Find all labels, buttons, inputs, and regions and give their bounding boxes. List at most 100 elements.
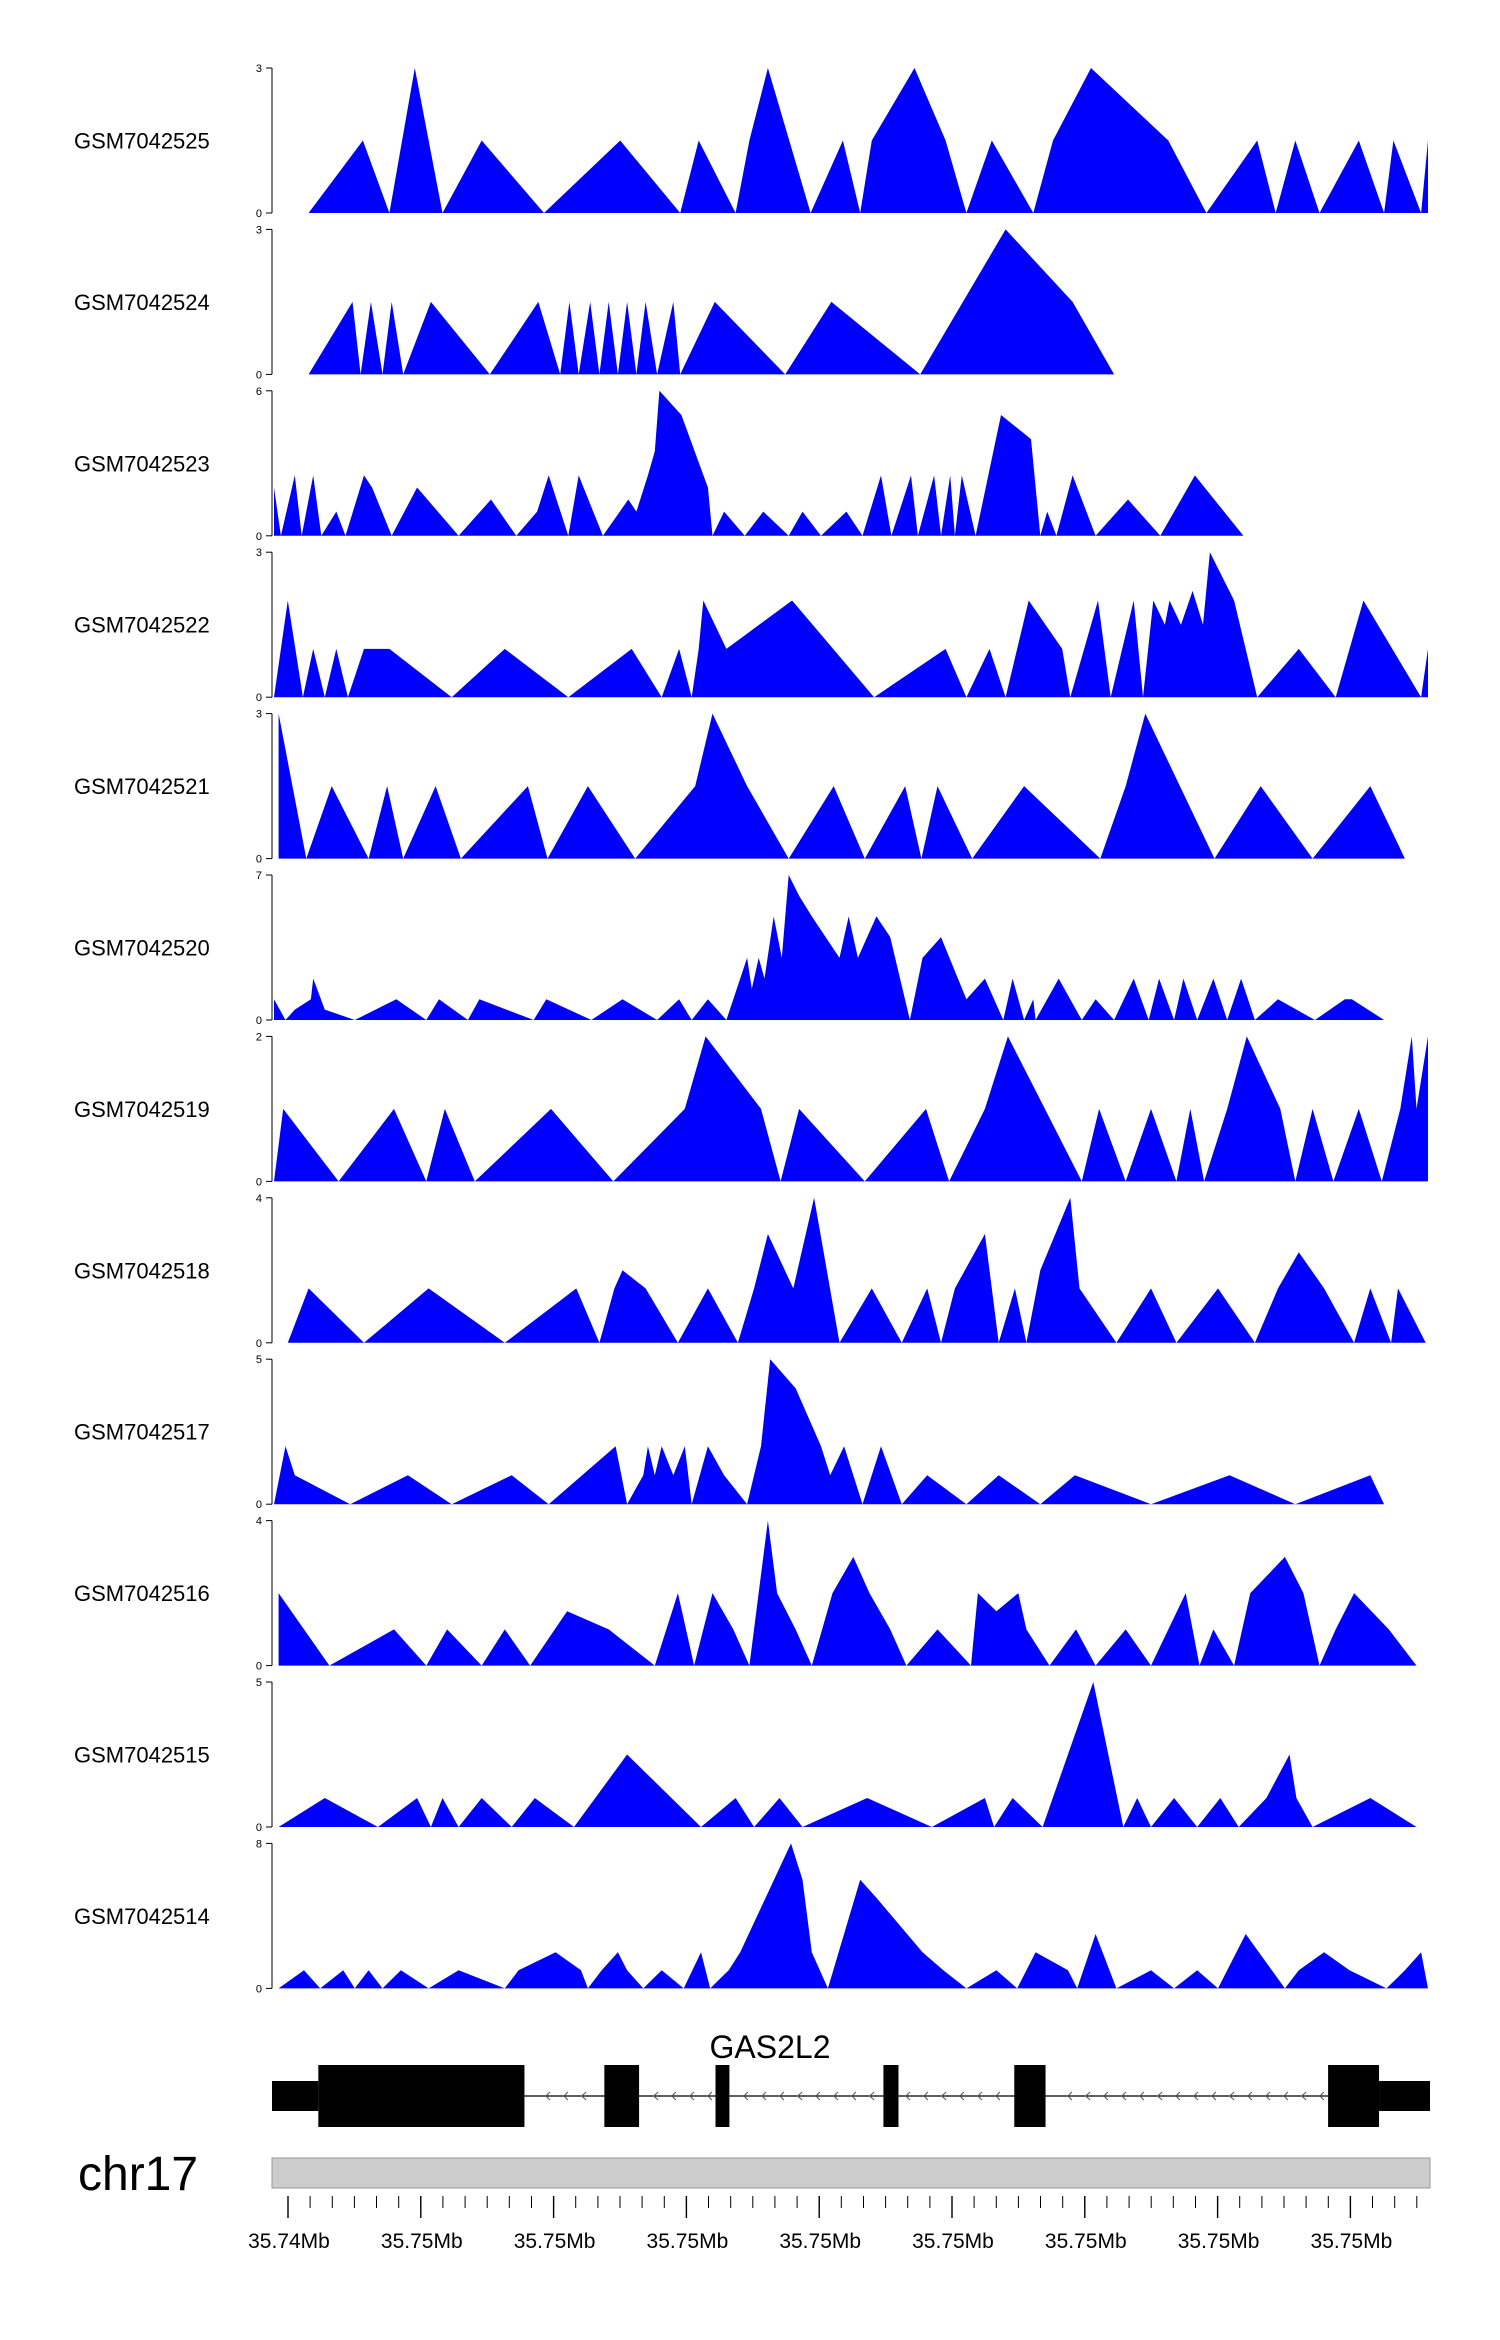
y-max-tick-label: 6	[256, 386, 262, 398]
track-label: GSM7042525	[74, 129, 210, 154]
coverage-area	[278, 1843, 1429, 1989]
coverage-area	[308, 68, 1429, 213]
y-max-tick-label: 2	[256, 1031, 262, 1043]
track-GSM7042514: GSM7042514 8 0	[74, 1838, 1429, 1995]
chromosome-label: chr17	[78, 2148, 198, 2201]
strand-arrow	[941, 2091, 947, 2101]
strand-arrow	[761, 2091, 767, 2101]
y-max-tick-label: 3	[256, 709, 262, 721]
track-label: GSM7042518	[74, 1258, 210, 1283]
coordinate-tick-label: 35.75Mb	[1178, 2230, 1260, 2253]
strand-arrow	[1193, 2091, 1199, 2101]
strand-arrow	[1247, 2091, 1253, 2101]
utr-block	[272, 2081, 319, 2111]
strand-arrow	[905, 2091, 911, 2101]
track-label: GSM7042516	[74, 1581, 210, 1606]
track-GSM7042525: GSM7042525 3 0	[74, 63, 1429, 220]
strand-arrow	[959, 2091, 965, 2101]
strand-arrow	[1319, 2091, 1325, 2101]
strand-arrow	[707, 2091, 713, 2101]
y-max-tick-label: 8	[256, 1838, 262, 1850]
strand-arrow	[977, 2091, 983, 2101]
coordinate-tick-label: 35.75Mb	[647, 2230, 729, 2253]
strand-arrow	[743, 2091, 749, 2101]
strand-arrow	[1265, 2091, 1271, 2101]
coverage-area	[278, 713, 1415, 859]
coordinate-tick-label: 35.75Mb	[514, 2230, 596, 2253]
strand-arrow	[1283, 2091, 1289, 2101]
coordinate-tick-label: 35.74Mb	[248, 2230, 330, 2253]
track-GSM7042521: GSM7042521 3 0	[74, 709, 1415, 866]
y-max-tick-label: 4	[256, 1516, 262, 1528]
y-min-tick-label: 0	[256, 531, 262, 543]
coverage-area	[274, 552, 1428, 698]
track-label: GSM7042514	[74, 1904, 210, 1929]
track-label: GSM7042521	[74, 774, 210, 799]
strand-arrow	[923, 2091, 929, 2101]
gene-name-label: GAS2L2	[710, 2029, 831, 2065]
gene-model	[272, 2065, 1430, 2127]
coverage-area	[278, 1682, 1417, 1827]
y-min-tick-label: 0	[256, 1822, 262, 1834]
track-GSM7042518: GSM7042518 4 0	[74, 1193, 1426, 1350]
strand-arrow	[653, 2091, 659, 2101]
strand-arrow	[689, 2091, 695, 2101]
strand-arrow	[1067, 2091, 1073, 2101]
y-min-tick-label: 0	[256, 1983, 262, 1995]
strand-arrow	[1301, 2091, 1307, 2101]
strand-arrow	[1157, 2091, 1163, 2101]
strand-arrow	[1121, 2091, 1127, 2101]
coverage-area	[274, 1036, 1428, 1182]
strand-arrow	[869, 2091, 875, 2101]
coverage-area	[308, 229, 1223, 375]
y-min-tick-label: 0	[256, 1338, 262, 1350]
coverage-area	[278, 1520, 1417, 1666]
track-label: GSM7042517	[74, 1420, 210, 1445]
strand-arrow	[851, 2091, 857, 2101]
coverage-area	[287, 1197, 1426, 1343]
track-label: GSM7042515	[74, 1743, 210, 1768]
strand-arrow	[797, 2091, 803, 2101]
exon-block	[1328, 2065, 1380, 2127]
coordinate-tick-label: 35.75Mb	[381, 2230, 463, 2253]
strand-arrow	[1229, 2091, 1235, 2101]
strand-arrow	[779, 2091, 785, 2101]
coordinate-tick-label: 35.75Mb	[1045, 2230, 1127, 2253]
track-label: GSM7042522	[74, 613, 210, 638]
track-label: GSM7042519	[74, 1097, 210, 1122]
exon-block	[1014, 2065, 1046, 2127]
y-min-tick-label: 0	[256, 1499, 262, 1511]
strand-arrow	[581, 2091, 587, 2101]
y-min-tick-label: 0	[256, 692, 262, 704]
y-min-tick-label: 0	[256, 1015, 262, 1027]
strand-arrow	[815, 2091, 821, 2101]
y-min-tick-label: 0	[256, 854, 262, 866]
coverage-area	[274, 1359, 1385, 1505]
coverage-tracks: GSM704252530GSM704252430GSM704252360GSM7…	[74, 63, 1429, 1995]
y-max-tick-label: 7	[256, 870, 262, 882]
track-GSM7042516: GSM7042516 4 0	[74, 1516, 1417, 1673]
strand-arrow	[563, 2091, 569, 2101]
y-min-tick-label: 0	[256, 1176, 262, 1188]
exon-block	[715, 2065, 730, 2127]
strand-arrow	[545, 2091, 551, 2101]
exon-block	[604, 2065, 640, 2127]
track-GSM7042524: GSM7042524 3 0	[74, 224, 1223, 381]
strand-arrow	[1103, 2091, 1109, 2101]
strand-arrow	[1211, 2091, 1217, 2101]
strand-arrow	[1139, 2091, 1145, 2101]
strand-arrow	[671, 2091, 677, 2101]
track-GSM7042517: GSM7042517 5 0	[74, 1354, 1385, 1511]
y-min-tick-label: 0	[256, 369, 262, 381]
strand-arrow	[1175, 2091, 1181, 2101]
y-max-tick-label: 4	[256, 1193, 262, 1205]
strand-arrow	[833, 2091, 839, 2101]
coordinate-tick-label: 35.75Mb	[912, 2230, 994, 2253]
y-max-tick-label: 5	[256, 1677, 262, 1689]
chromosome-ideogram-bar	[271, 2157, 1431, 2189]
y-max-tick-label: 3	[256, 224, 262, 236]
y-min-tick-label: 0	[256, 1661, 262, 1673]
track-GSM7042523: GSM7042523 6 0	[74, 386, 1297, 543]
y-max-tick-label: 5	[256, 1354, 262, 1366]
